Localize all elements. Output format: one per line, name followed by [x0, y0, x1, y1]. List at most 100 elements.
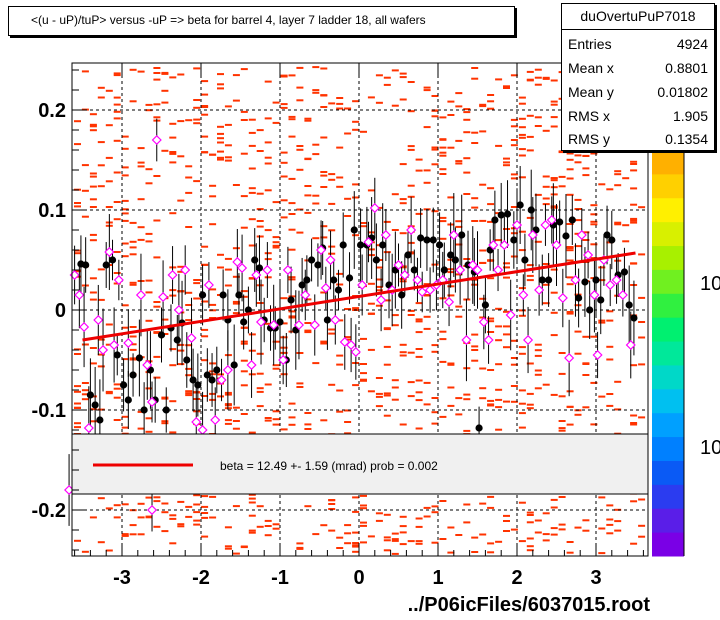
- histogram-cell: [224, 284, 232, 287]
- histogram-cell: [137, 226, 145, 229]
- histogram-cell: [399, 163, 407, 166]
- histogram-cell: [224, 159, 232, 162]
- histogram-cell: [447, 526, 455, 529]
- data-point-open: [570, 274, 581, 286]
- histogram-cell: [383, 536, 391, 539]
- data-point-filled: [213, 366, 221, 374]
- colorbar-band: [652, 388, 684, 414]
- histogram-cell: [463, 503, 471, 506]
- histogram-cell: [169, 76, 177, 79]
- histogram-cell: [280, 351, 288, 354]
- histogram-cell: [622, 224, 630, 227]
- data-point-filled: [556, 218, 564, 226]
- histogram-cell: [113, 96, 121, 99]
- histogram-cell: [129, 281, 137, 284]
- data-point-open: [357, 279, 368, 291]
- histogram-cell: [582, 231, 590, 234]
- histogram-cell: [510, 528, 518, 531]
- histogram-cell: [296, 386, 304, 388]
- histogram-cell: [288, 423, 296, 426]
- color-scale-bar: [652, 150, 685, 557]
- histogram-cell: [201, 335, 209, 338]
- histogram-cell: [185, 505, 193, 508]
- histogram-cell: [113, 272, 121, 274]
- histogram-cell: [510, 144, 518, 147]
- histogram-cell: [352, 542, 360, 544]
- histogram-cell: [630, 542, 638, 545]
- histogram-cell: [471, 345, 479, 348]
- histogram-cell: [129, 326, 137, 328]
- data-point-open: [346, 339, 357, 351]
- histogram-cell: [526, 392, 534, 395]
- histogram-cell: [518, 346, 526, 349]
- histogram-cell: [304, 331, 312, 334]
- histogram-cell: [89, 172, 97, 175]
- data-point-filled: [481, 301, 489, 309]
- stats-row-mean-y: Mean y 0.01802: [568, 84, 708, 106]
- histogram-cell: [503, 530, 510, 532]
- data-point-open: [557, 292, 568, 304]
- histogram-cell: [375, 405, 383, 408]
- colorbar-band: [652, 197, 684, 223]
- histogram-cell: [534, 349, 542, 352]
- histogram-cell: [630, 160, 638, 163]
- histogram-cell: [630, 422, 638, 424]
- histogram-cell: [431, 411, 439, 414]
- data-point-filled: [545, 276, 553, 284]
- histogram-cell: [280, 103, 288, 106]
- histogram-cell: [161, 89, 169, 92]
- histogram-cell: [240, 326, 248, 329]
- histogram-cell: [352, 384, 360, 387]
- histogram-cell: [201, 135, 209, 138]
- histogram-cell: [336, 272, 344, 275]
- histogram-cell: [248, 191, 256, 194]
- histogram-cell: [272, 201, 280, 204]
- histogram-cell: [209, 288, 217, 291]
- data-point-open: [511, 219, 523, 231]
- histogram-cell: [614, 184, 622, 187]
- data-point-filled: [423, 236, 431, 244]
- histogram-cell: [272, 410, 280, 413]
- histogram-cell: [439, 168, 447, 171]
- histogram-cell: [336, 547, 344, 549]
- histogram-cell: [447, 294, 455, 297]
- histogram-cell: [526, 274, 534, 277]
- histogram-cell: [510, 125, 518, 128]
- histogram-cell: [439, 237, 447, 240]
- data-point-open: [369, 202, 380, 214]
- histogram-cell: [177, 349, 185, 352]
- histogram-cell: [455, 413, 463, 416]
- stats-value: 0.1354: [665, 131, 708, 147]
- histogram-cell: [209, 317, 217, 319]
- histogram-cell: [463, 521, 471, 524]
- histogram-cell: [74, 202, 81, 204]
- histogram-cell: [598, 321, 606, 324]
- histogram-cell: [232, 247, 240, 250]
- histogram-cell: [145, 291, 153, 294]
- data-point-filled: [208, 376, 216, 384]
- data-point-filled: [491, 216, 499, 224]
- histogram-cell: [510, 227, 518, 230]
- histogram-cell: [304, 298, 312, 301]
- data-point-filled: [183, 356, 191, 364]
- histogram-cell: [256, 387, 264, 390]
- data-point-filled: [102, 261, 110, 269]
- histogram-cell: [280, 106, 288, 109]
- histogram-cell: [407, 381, 415, 384]
- histogram-cell: [566, 390, 574, 393]
- data-point-open: [191, 416, 202, 428]
- histogram-cell: [606, 188, 614, 191]
- histogram-cell: [272, 246, 280, 249]
- histogram-cell: [558, 395, 566, 398]
- fit-line: [82, 251, 636, 342]
- histogram-cell: [320, 94, 328, 97]
- histogram-cell: [471, 197, 479, 200]
- histogram-cell: [375, 519, 383, 522]
- histogram-cell: [240, 152, 248, 155]
- histogram-cell: [415, 542, 423, 545]
- histogram-cell: [415, 379, 423, 382]
- y-tick-label: 0: [55, 300, 66, 322]
- histogram-cell: [510, 173, 518, 176]
- histogram-cell: [153, 305, 161, 308]
- histogram-cell: [240, 195, 248, 198]
